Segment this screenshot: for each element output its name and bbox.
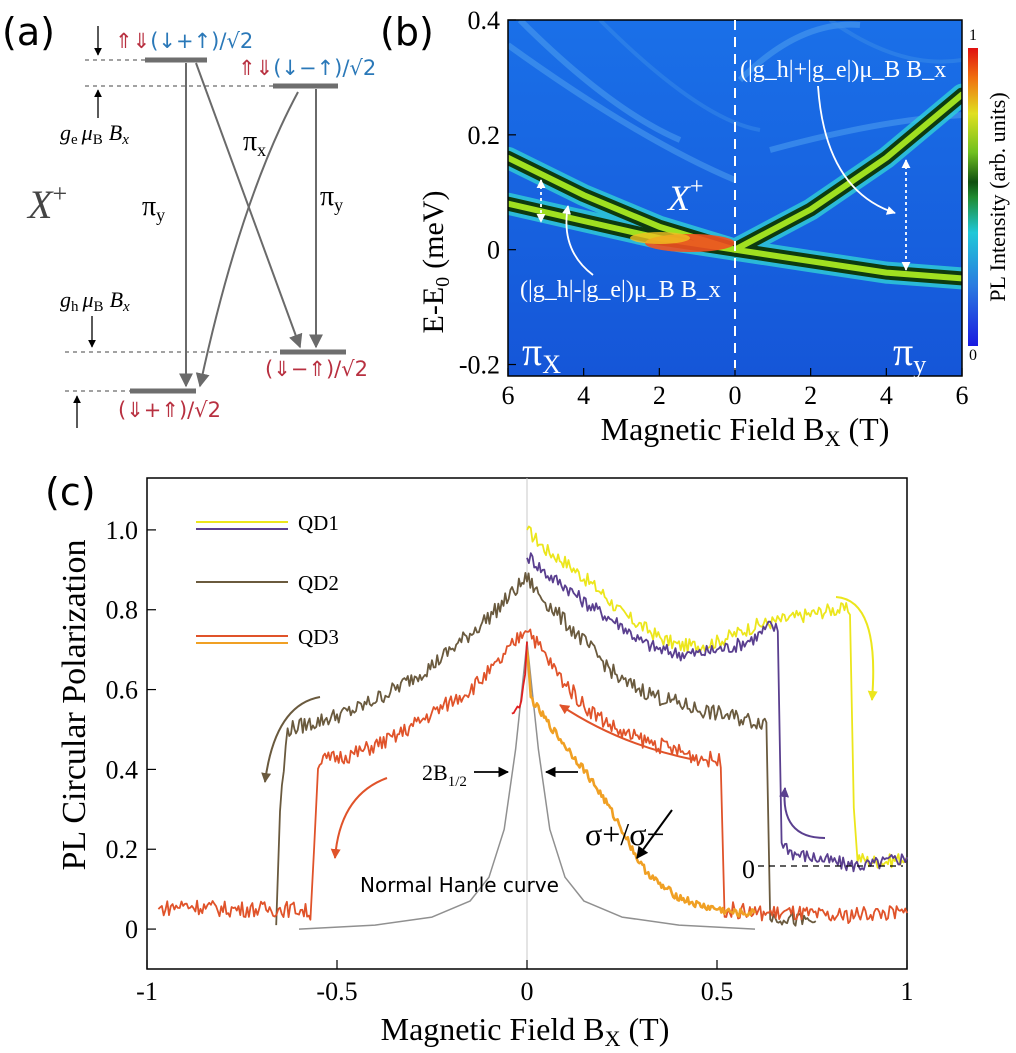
b-y-tick-label: 0.2 xyxy=(468,121,501,150)
panel-b-ylabel: E-E0(meV) xyxy=(417,191,454,334)
b-x-tick-label: 2 xyxy=(653,381,666,410)
panel-a-label: (a) xyxy=(2,10,55,54)
pi-y-right-label: πy xyxy=(320,181,343,215)
b-x-tick-label: 0 xyxy=(729,381,742,410)
pi-y-label-b: πy xyxy=(893,329,926,379)
panel-c-xlabel: Magnetic Field BX (T) xyxy=(381,1011,670,1051)
panel-c-arrows xyxy=(261,596,878,859)
panel-b-xlabel: Magnetic Field BX (T) xyxy=(601,411,890,451)
panel-b-y-ticks: 0.4 0.2 0 -0.2 xyxy=(459,6,516,380)
gh-splitting-label: gh μB Bx xyxy=(60,287,130,315)
colorbar xyxy=(968,48,978,346)
optical-transitions xyxy=(179,62,323,388)
half-width-label: 2B1/2 xyxy=(422,760,467,790)
ge-splitting-label: ge μB Bx xyxy=(60,120,129,148)
series-qd2-2 xyxy=(275,572,817,927)
reference-dashes xyxy=(65,59,280,392)
trion-label-a: X+ xyxy=(26,179,67,227)
c-y-tick-label: 1.0 xyxy=(106,516,139,545)
energy-levels xyxy=(130,57,346,394)
colorbar-label: PL Intensity (arb. units) xyxy=(985,92,1010,301)
panel-c-x-ticks: -1 -0.5 0 0.5 1 xyxy=(136,960,914,1006)
panel-c-y-ticks: 0 0.2 0.4 0.6 0.8 1.0 xyxy=(106,516,156,944)
legend-label: QD1 xyxy=(298,511,339,535)
pi-y-left-label: πy xyxy=(142,191,165,225)
panel-c-label: (c) xyxy=(45,470,96,514)
b-y-tick-label: -0.2 xyxy=(459,351,500,380)
hanle-label: Normal Hanle curve xyxy=(360,873,559,897)
annotation-sum: (|g_h|+|g_e|)μ_B B_x xyxy=(740,57,946,83)
colorbar-max: 1 xyxy=(969,27,977,44)
panel-b: (b) 6 4 2 0 2 4 6 0.4 0.2 0 -0.2 xyxy=(380,6,1010,451)
state-upper-left: ⇑⇓(↓+↑)/√2 xyxy=(115,29,253,53)
c-x-tick-label: 0 xyxy=(521,977,534,1006)
b-y-tick-label: 0.4 xyxy=(468,6,501,35)
splitting-arrows xyxy=(73,26,102,428)
state-lower-left: (⇓+⇑)/√2 xyxy=(118,398,221,422)
panel-b-label: (b) xyxy=(380,10,434,54)
legend-label: QD2 xyxy=(298,571,339,595)
colorbar-min: 0 xyxy=(969,347,977,364)
state-upper-right: ⇑⇓(↓−↑)/√2 xyxy=(238,56,376,80)
c-y-tick-label: 0.8 xyxy=(106,596,139,625)
annotation-arrows xyxy=(536,85,911,276)
panel-c-ylabel: PL Circular Polarization xyxy=(56,539,93,870)
panel-c: (c) -1 -0.5 0 0.5 1 00.20.40.60.81.0 QD1QD2Q… xyxy=(45,470,914,1051)
c-x-tick-label: -1 xyxy=(136,977,158,1006)
sigma-label: σ+/σ− xyxy=(585,816,664,852)
series-trace-5 xyxy=(511,641,528,715)
legend-label: QD3 xyxy=(298,625,339,649)
c-y-tick-label: 0.6 xyxy=(106,676,139,705)
series-qd3-3 xyxy=(157,628,908,924)
panel-c-series xyxy=(157,525,908,930)
transition-pi-x-b xyxy=(195,91,299,388)
c-x-tick-label: 1 xyxy=(901,977,914,1006)
annotation-difference: (|g_h|-|g_e|)μ_B B_x xyxy=(520,277,721,303)
c-y-tick-label: 0 xyxy=(125,915,138,944)
zero-label: 0 xyxy=(742,855,755,884)
b-x-tick-label: 4 xyxy=(577,381,590,410)
trion-label-b: X+ xyxy=(666,174,704,218)
b-x-tick-label: 6 xyxy=(502,381,515,410)
b-x-tick-label: 6 xyxy=(956,381,969,410)
b-y-tick-label: 0 xyxy=(487,236,500,265)
c-y-tick-label: 0.2 xyxy=(106,835,139,864)
legend: QD1 QD2 QD3 xyxy=(196,511,339,649)
state-lower-right: (⇓−⇑)/√2 xyxy=(265,357,368,381)
series-qd1-1 xyxy=(526,552,908,873)
panel-a: (a) ⇑⇓(↓+↑) xyxy=(2,10,376,428)
panel-b-x-ticks: 6 4 2 0 2 4 6 xyxy=(502,368,969,410)
series-qd1-0 xyxy=(526,525,908,869)
c-y-tick-label: 0.4 xyxy=(106,755,139,784)
transition-pi-x-a xyxy=(195,62,303,349)
b-x-tick-label: 2 xyxy=(804,381,817,410)
pi-x-label-b: πX xyxy=(522,329,561,379)
series-qd3-4 xyxy=(525,649,757,918)
c-x-tick-label: -0.5 xyxy=(316,977,357,1006)
b-x-tick-label: 4 xyxy=(880,381,893,410)
c-x-tick-label: 0.5 xyxy=(701,977,734,1006)
pi-x-label: πx xyxy=(243,126,266,160)
